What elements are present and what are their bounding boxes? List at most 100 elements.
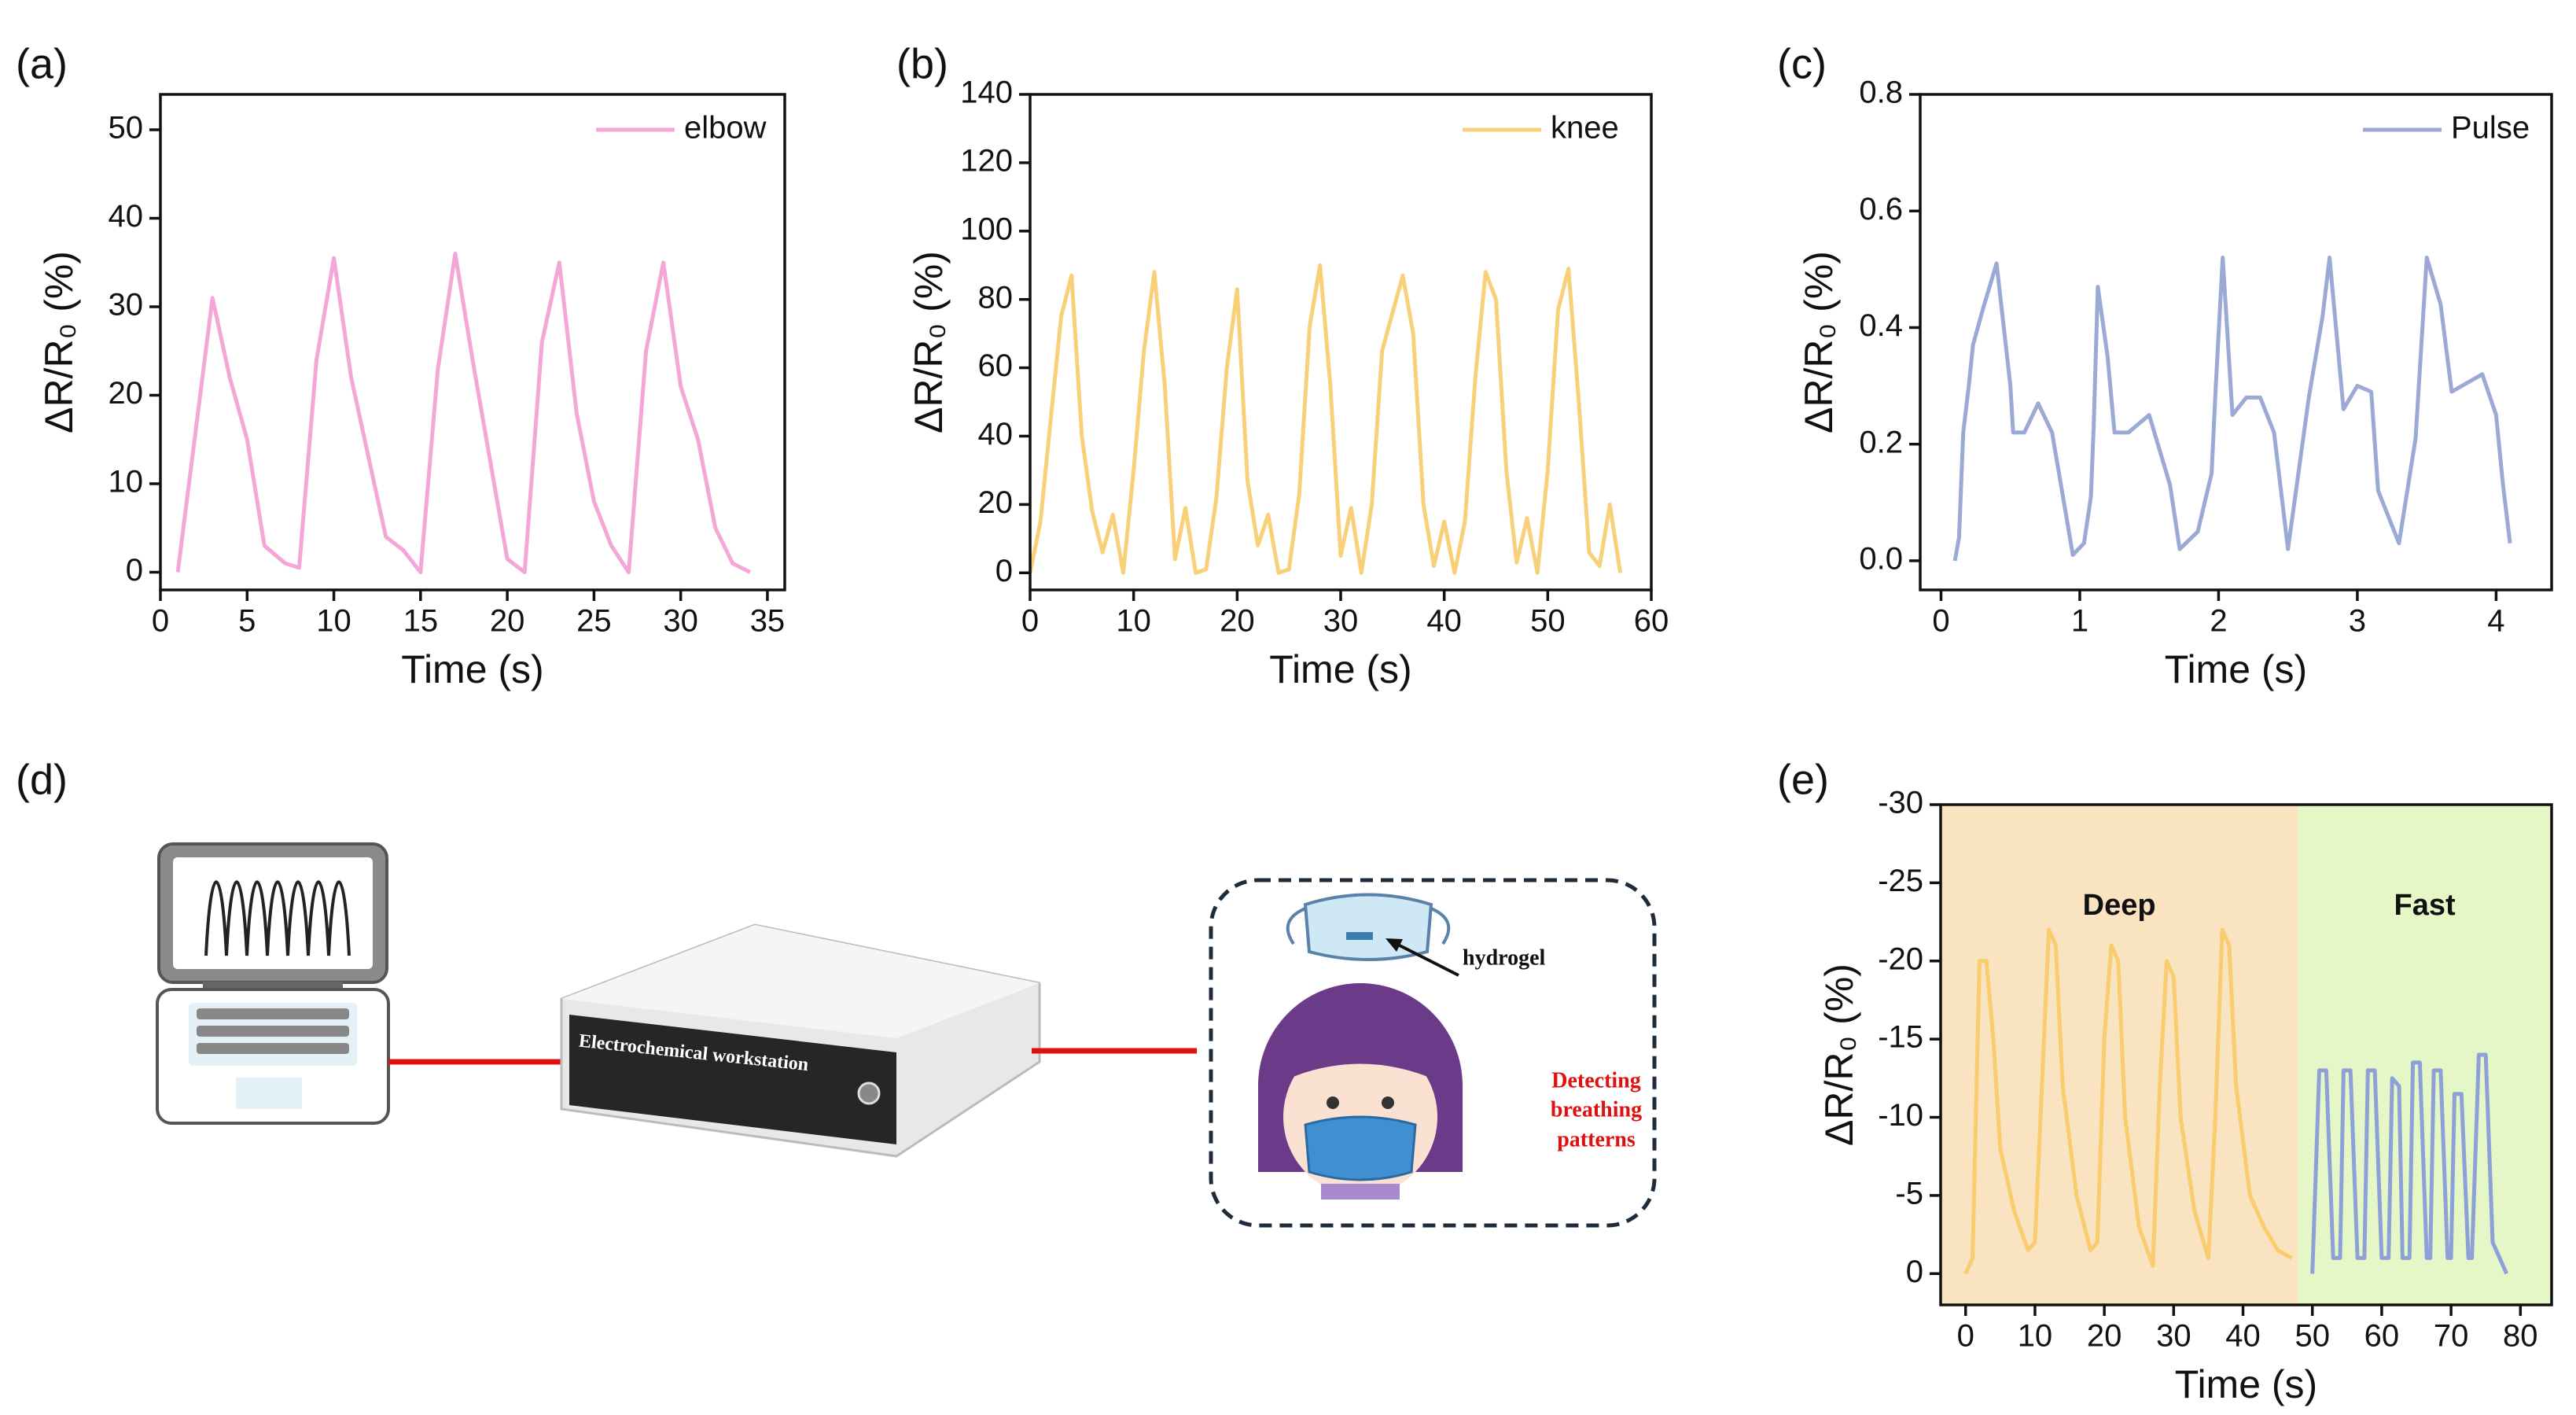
y-tick-label: 80 (978, 280, 1014, 315)
y-tick-label: 0.8 (1859, 76, 1903, 110)
mask-strap (1286, 907, 1451, 945)
panel-label: (d) (16, 756, 68, 803)
x-tick-label: 30 (663, 604, 698, 639)
x-tick-label: 60 (2364, 1319, 2400, 1354)
y-axis-title: ΔR/R₀ (%) (1817, 964, 1861, 1146)
chart: (c) 0 1 2 3 4 0.0 0.2 0.4 0.6 0.8 Time (s) ΔR/R₀ (%)… (1777, 40, 2553, 691)
touchpad (236, 1078, 302, 1109)
y-tick-label: 40 (978, 417, 1014, 451)
plot-frame (1939, 803, 2553, 1306)
y-tick-label: 30 (109, 288, 144, 322)
x-tick-label: 80 (2503, 1319, 2538, 1354)
x-tick-label: 5 (238, 604, 256, 639)
hydrogel-strip (1346, 932, 1373, 940)
y-tick-label: 10 (109, 465, 144, 499)
x-tick-label: 0 (1957, 1319, 1974, 1354)
data-line (1028, 263, 1622, 575)
x-tick-label: 2 (2210, 604, 2227, 639)
x-tick-label: 10 (1116, 604, 1151, 639)
data-line (1952, 256, 2512, 562)
fringe (1282, 1030, 1439, 1082)
x-tick-label: 0 (1021, 604, 1039, 639)
screen-wave (204, 880, 351, 956)
x-tick-label: 35 (750, 604, 786, 639)
y-tick-label: 0.4 (1859, 308, 1903, 343)
x-tick-label: 4 (2487, 604, 2504, 639)
x-tick-label: 0 (152, 604, 169, 639)
y-tick-label: 0 (1906, 1255, 1923, 1289)
region-label: Deep (2083, 889, 2156, 922)
y-tick-label: 0.2 (1859, 425, 1903, 459)
y-tick-label: 60 (978, 348, 1014, 383)
legend-label: knee (1551, 111, 1619, 146)
x-tick-label: 20 (1220, 604, 1255, 639)
plot-frame (1029, 93, 1653, 591)
plot-frame (1919, 93, 2553, 591)
x-axis-title: Time (s) (1269, 647, 1411, 691)
chart: (b) 0 10 20 30 40 50 60 0 20 40 60 80 100 120 140 Time (… (896, 40, 1669, 691)
panel-label: (b) (896, 40, 948, 87)
shade-region (1941, 805, 2298, 1305)
y-tick-label: 140 (960, 76, 1013, 110)
annotation: patterns (1557, 1127, 1636, 1152)
x-axis-title: Time (s) (2165, 647, 2307, 691)
x-tick-label: 30 (2156, 1319, 2191, 1354)
collar (1321, 1184, 1400, 1199)
y-tick-label: 20 (978, 485, 1014, 520)
data-line (1963, 927, 2293, 1275)
x-tick-label: 3 (2349, 604, 2366, 639)
y-tick-label: 0.0 (1859, 542, 1903, 577)
x-tick-label: 70 (2434, 1319, 2469, 1354)
workstation-top (561, 925, 1040, 1038)
legend-label: Pulse (2451, 111, 2530, 146)
x-tick-label: 60 (1634, 604, 1669, 639)
x-tick-label: 50 (1530, 604, 1566, 639)
chart: (e) 0 10 20 30 40 50 60 70 80 0 -5 -10 -15 -20 -25 -30 Ti… (1777, 756, 2553, 1406)
x-tick-label: 50 (2294, 1319, 2330, 1354)
y-tick-label: 20 (109, 376, 144, 411)
y-axis-title: ΔR/R₀ (%) (37, 251, 81, 433)
arrow (1389, 939, 1459, 977)
x-axis-title: Time (s) (2175, 1362, 2317, 1406)
y-tick-label: -30 (1878, 786, 1923, 820)
arrowhead (1386, 938, 1403, 952)
workstation-front (569, 1015, 896, 1144)
y-tick-label: -5 (1895, 1176, 1923, 1210)
y-axis-title: ΔR/R₀ (%) (907, 251, 951, 433)
eye (1327, 1096, 1339, 1109)
diagram: (d) Electrochemical workstation hydrogel (16, 756, 1657, 1228)
x-tick-label: 0 (1932, 604, 1949, 639)
y-tick-label: 50 (109, 111, 144, 146)
x-tick-label: 40 (1426, 604, 1462, 639)
laptop-display (173, 857, 373, 969)
keys (197, 1008, 349, 1054)
subject-frame (1209, 878, 1657, 1228)
x-tick-label: 30 (1323, 604, 1359, 639)
x-tick-label: 20 (490, 604, 525, 639)
eye (1382, 1096, 1394, 1109)
data-line (2310, 1052, 2508, 1275)
x-tick-label: 15 (403, 604, 439, 639)
annotation: Detecting (1551, 1068, 1641, 1093)
knob (857, 1082, 881, 1105)
y-axis-title: ΔR/R₀ (%) (1797, 251, 1841, 433)
y-tick-label: 0 (126, 553, 143, 588)
panel-label: (e) (1777, 756, 1829, 803)
x-axis-title: Time (s) (401, 647, 543, 691)
plot-frame (159, 93, 786, 591)
x-tick-label: 1 (2071, 604, 2088, 639)
data-line (175, 252, 752, 574)
face-mask (1304, 1115, 1417, 1181)
y-tick-label: -10 (1878, 1098, 1923, 1133)
legend-label: elbow (684, 111, 767, 146)
y-tick-label: 0.6 (1859, 192, 1903, 227)
chart: (a) 0 5 10 15 20 25 30 35 0 10 20 30 40 50 Time (s) ΔR/R… (16, 40, 786, 691)
y-tick-label: 100 (960, 212, 1013, 246)
y-tick-label: -20 (1878, 941, 1923, 976)
y-tick-label: 40 (109, 199, 144, 234)
panel-label: (c) (1777, 40, 1827, 87)
x-tick-label: 10 (2018, 1319, 2053, 1354)
sensor-label: hydrogel (1463, 945, 1545, 970)
y-tick-label: -25 (1878, 864, 1923, 898)
